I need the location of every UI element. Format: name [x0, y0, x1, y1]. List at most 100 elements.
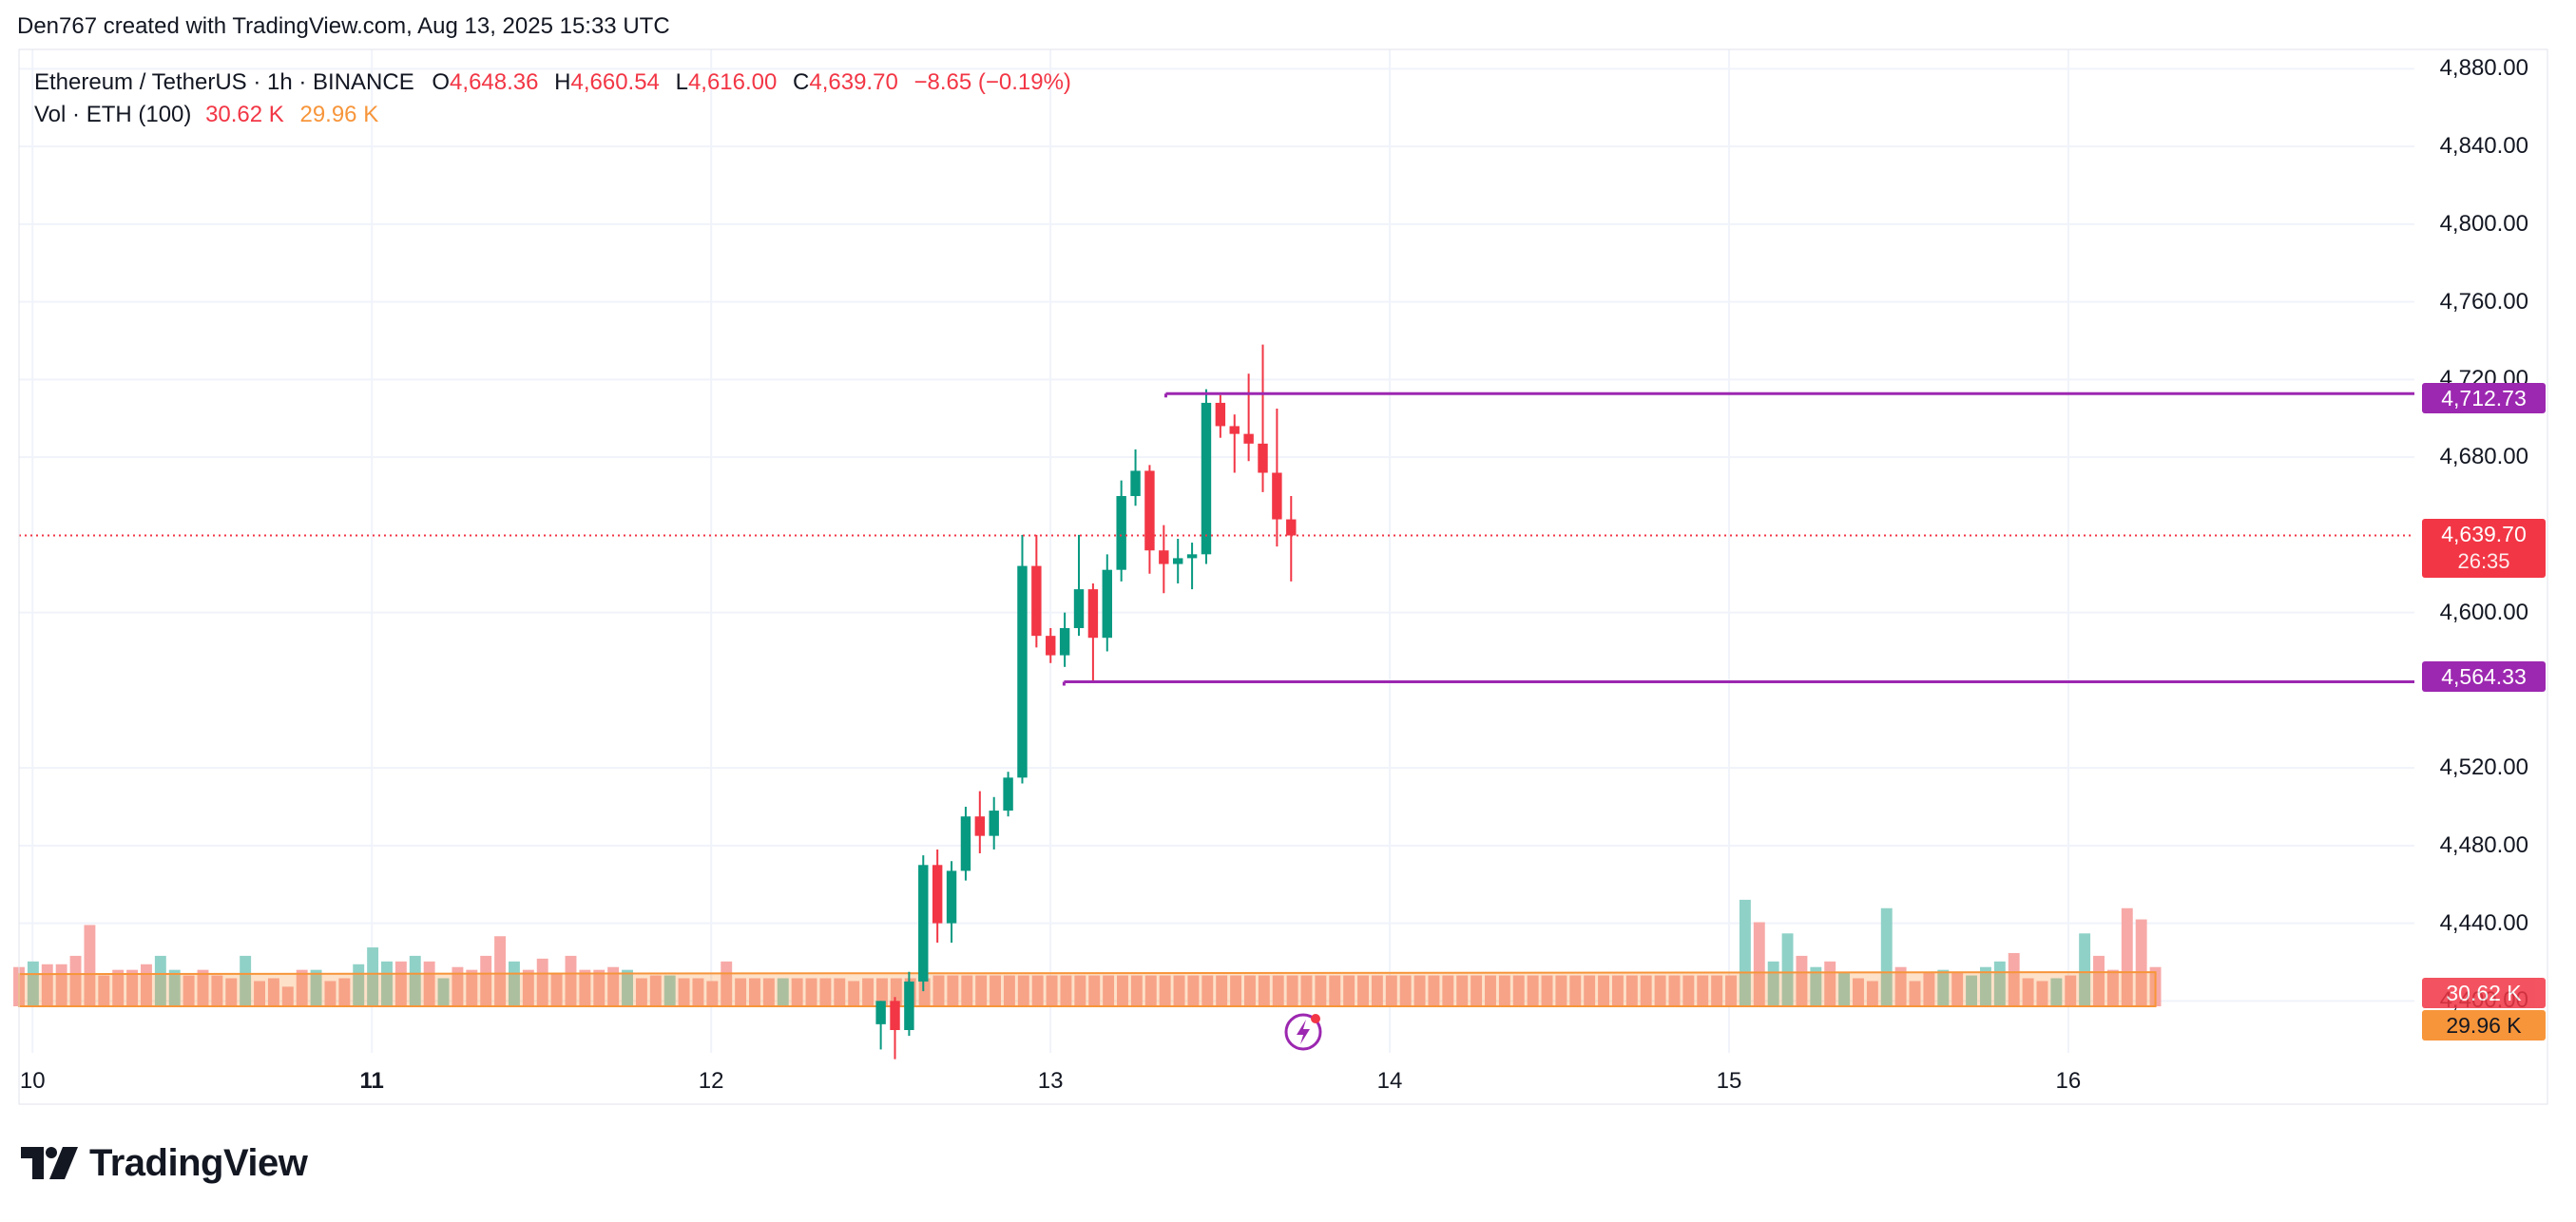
volume-bar [1456, 975, 1469, 1006]
volume-bar [593, 969, 606, 1006]
volume-bar [254, 981, 265, 1006]
volume-bar [296, 969, 308, 1006]
volume-bar [2050, 978, 2063, 1006]
volume-bar [1866, 981, 1878, 1006]
volume-bar [2135, 919, 2147, 1006]
volume-bar [1385, 975, 1397, 1006]
volume-bar [409, 955, 421, 1006]
candle-body [932, 865, 943, 924]
volume-pane [13, 899, 2162, 1006]
volume-bar [1329, 975, 1341, 1006]
replay-bolt-icon[interactable] [1284, 1013, 1322, 1051]
volume-bar [2093, 955, 2105, 1006]
candle-body [974, 816, 986, 836]
volume-bar [1103, 975, 1115, 1006]
volume-bar [1428, 975, 1440, 1006]
volume-row: Vol · ETH (100) 30.62 K 29.96 K [34, 99, 1081, 131]
volume-ma-tag: 29.96 K [2422, 1010, 2546, 1041]
volume-bar [1951, 972, 1964, 1006]
volume-bar [55, 964, 67, 1006]
volume-bar [749, 978, 760, 1006]
volume-bar [1258, 975, 1270, 1006]
symbol-title[interactable]: Ethereum / TetherUS · 1h · BINANCE [34, 69, 414, 95]
volume-ma-area [18, 971, 2157, 1007]
volume-bar [41, 964, 53, 1006]
volume-bar [1315, 975, 1327, 1006]
volume-bar [1442, 975, 1454, 1006]
candle-body [1003, 777, 1013, 811]
volume-bar [168, 969, 181, 1006]
volume-value: 30.62 K [205, 102, 284, 127]
volume-bar [990, 975, 1001, 1006]
volume-bar [225, 978, 238, 1006]
volume-bar [1853, 978, 1864, 1006]
tradingview-logo-icon [21, 1147, 78, 1179]
tradingview-logo-text: TradingView [89, 1141, 308, 1184]
volume-bar [2106, 969, 2119, 1006]
volume-bar [1880, 907, 1893, 1006]
volume-tag: 30.62 K [2422, 978, 2546, 1008]
volume-bar [918, 978, 931, 1006]
candle-body [1130, 470, 1141, 497]
time-tick-label: 13 [1037, 1068, 1064, 1094]
volume-bar [2022, 978, 2034, 1006]
time-tick-label: 14 [1376, 1068, 1403, 1094]
candle-body [1017, 565, 1028, 778]
volume-bar [1144, 975, 1157, 1006]
volume-bar [579, 969, 591, 1006]
time-tick-label: 16 [2055, 1068, 2082, 1094]
candle-body [960, 816, 971, 871]
price-tick-label: 4,680.00 [2439, 444, 2528, 470]
volume-bar [141, 964, 152, 1006]
volume-bar [1668, 975, 1681, 1006]
volume-bar [791, 978, 803, 1006]
price-tick-label: 4,760.00 [2439, 288, 2528, 315]
volume-bar [1272, 975, 1284, 1006]
candle-body [1102, 569, 1112, 639]
volume-bar [678, 978, 690, 1006]
time-tick-label: 10 [19, 1068, 46, 1094]
high-value: 4,660.54 [570, 69, 660, 95]
volume-bar [1625, 975, 1638, 1006]
volume-bar [2121, 907, 2133, 1006]
levels-layer [1062, 391, 2414, 686]
volume-bar [1230, 975, 1242, 1006]
volume-bar [1654, 975, 1666, 1006]
volume-bar [1767, 961, 1779, 1006]
volume-ma-value: 29.96 K [299, 102, 379, 127]
high-label: H [554, 69, 571, 95]
volume-bar [777, 978, 789, 1006]
volume-bar [1937, 969, 1950, 1006]
price-tick-label: 4,840.00 [2439, 133, 2528, 160]
volume-bar [494, 936, 507, 1006]
tradingview-logo[interactable]: TradingView [21, 1140, 308, 1186]
volume-bar [367, 947, 379, 1006]
volume-bar [1243, 975, 1256, 1006]
volume-bar [1909, 981, 1921, 1006]
volume-bar [550, 972, 563, 1006]
candle-body [1172, 558, 1183, 564]
volume-bar [197, 969, 209, 1006]
price-tick-label: 4,600.00 [2439, 599, 2528, 625]
volume-bar [1541, 975, 1553, 1006]
volume-bar [805, 978, 817, 1006]
candle-body [1272, 472, 1282, 520]
countdown-value: 26:35 [2457, 549, 2510, 573]
volume-bar [875, 978, 888, 1006]
volume-bar [423, 961, 435, 1006]
volume-bar [452, 966, 464, 1006]
volume-bar [1824, 961, 1836, 1006]
last-price-tag-value: 4,639.70 [2441, 522, 2527, 546]
volume-bar [1697, 975, 1709, 1006]
volume-label[interactable]: Vol · ETH (100) [34, 102, 192, 127]
volume-bar [932, 975, 945, 1006]
candle-body [1031, 565, 1042, 637]
volume-bar [1527, 975, 1539, 1006]
price-tick-label: 4,880.00 [2439, 55, 2528, 82]
candles-layer [875, 344, 1297, 1060]
candle-body [1144, 470, 1155, 551]
volume-bar [98, 975, 110, 1006]
volume-bar [1966, 975, 1978, 1006]
volume-bar [635, 978, 647, 1006]
